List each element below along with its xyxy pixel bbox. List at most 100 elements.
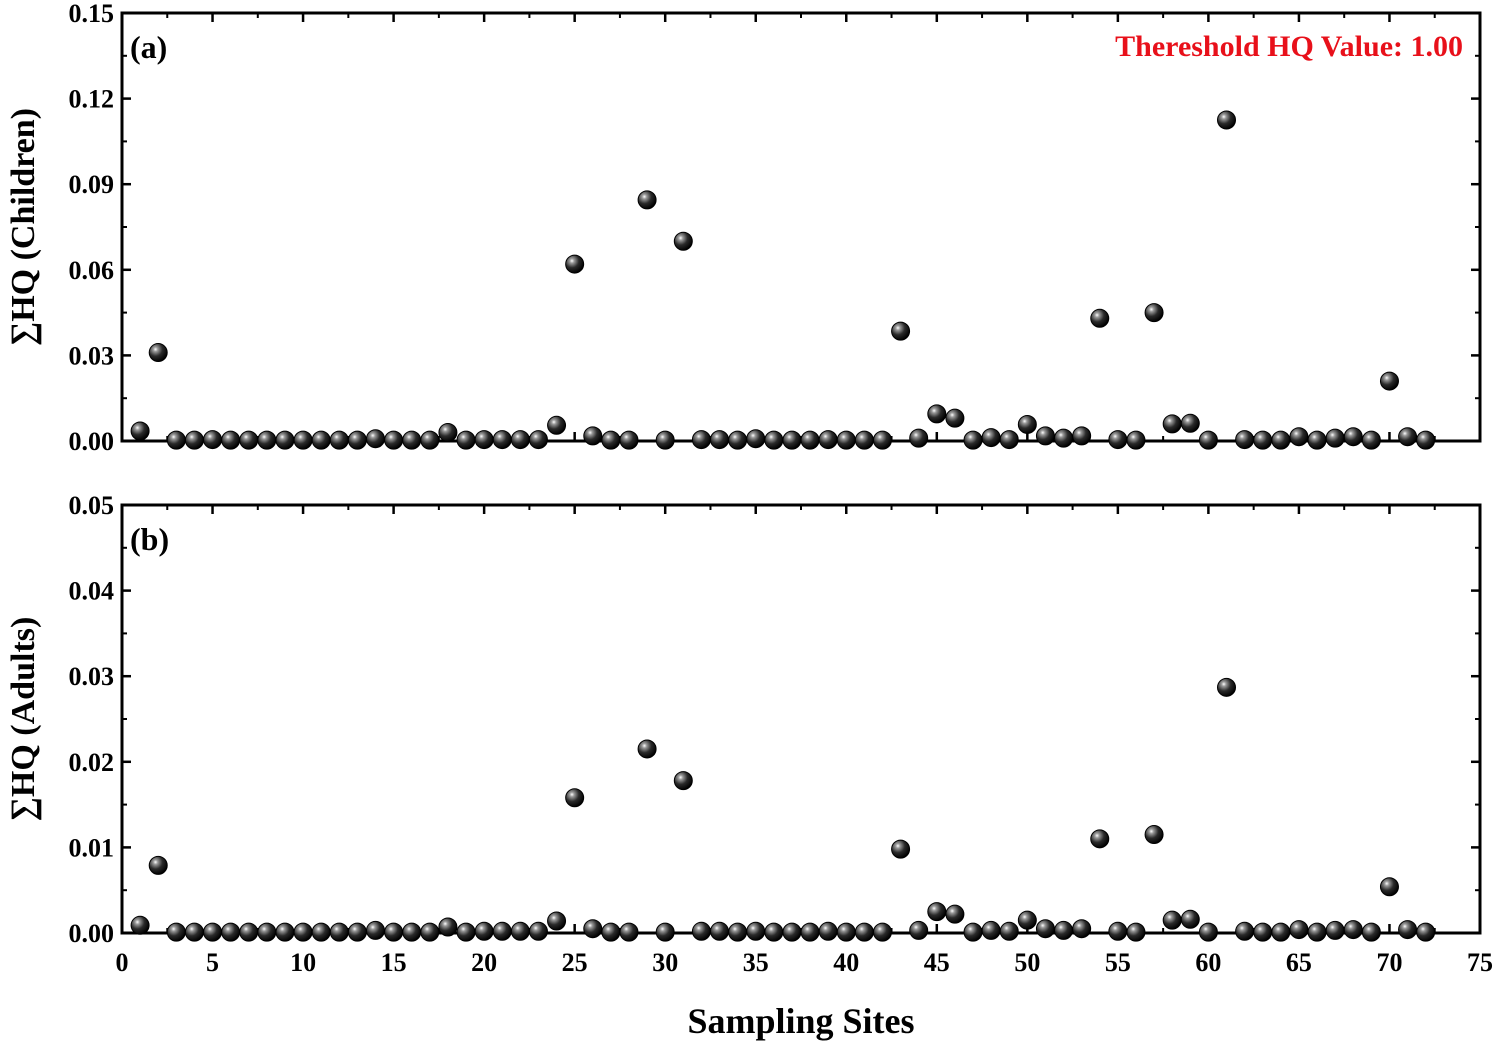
panel-a-point [203, 430, 223, 450]
panel-a-point [456, 430, 476, 450]
panel-b-point [673, 771, 693, 791]
panel-b-y-ticks: 0.00 0.01 0.02 0.03 0.04 0.05 [69, 491, 1480, 948]
panel-a-point [945, 408, 965, 428]
panel-b-point [782, 922, 802, 942]
panel-b-ytick-label: 0.03 [69, 662, 115, 691]
panel-b-point [1162, 910, 1182, 930]
panel-a-point [1180, 413, 1200, 433]
panel-b-point [438, 917, 458, 937]
panel-b-point [583, 919, 603, 939]
xtick-label: 70 [1376, 948, 1402, 977]
panel-a-point [746, 429, 766, 449]
xtick-label: 65 [1286, 948, 1312, 977]
panel-b-frame [120, 503, 1482, 935]
panel-a-point [275, 430, 295, 450]
xtick-label: 30 [652, 948, 678, 977]
panel-a-point [1108, 430, 1128, 450]
panel-a-point [1054, 428, 1074, 448]
panel-a-point [583, 426, 603, 446]
panel-b-adults: 0.00 0.01 0.02 0.03 0.04 0.05 0 5 10 15 20 25 30 35 4… [5, 491, 1493, 1041]
xtick-label: 0 [116, 948, 129, 977]
panel-a-point [963, 430, 983, 450]
panel-a-children: 0.00 0.03 0.06 0.09 0.12 0.15 (a) Thereshold … [5, 0, 1482, 456]
panel-a-label: (a) [130, 29, 167, 65]
xtick-label: 60 [1195, 948, 1221, 977]
panel-b-point [1126, 922, 1146, 942]
panel-a-point [1379, 371, 1399, 391]
panel-a-point [384, 430, 404, 450]
panel-b-point [800, 922, 820, 942]
panel-a-point [1343, 427, 1363, 447]
panel-b-point [1379, 877, 1399, 897]
panel-a-point [1416, 430, 1436, 450]
panel-a-point [1289, 427, 1309, 447]
panel-a-point [981, 428, 1001, 448]
panel-a-point [438, 422, 458, 442]
panel-a-point [1325, 428, 1345, 448]
panel-b-point [347, 922, 367, 942]
xtick-label: 10 [290, 948, 316, 977]
panel-a-point [782, 430, 802, 450]
panel-b-label: (b) [130, 521, 169, 557]
xtick-label: 50 [1014, 948, 1040, 977]
panel-a-point [329, 430, 349, 450]
xtick-label: 45 [924, 948, 950, 977]
panel-b-point [836, 922, 856, 942]
panel-a-x-ticks [120, 13, 1482, 441]
panel-b-x-ticks: 0 5 10 15 20 25 30 35 40 45 50 55 60 65 70 75 [116, 505, 1493, 977]
panel-b-point [1198, 922, 1218, 942]
panel-b-point [130, 915, 150, 935]
panel-a-point [872, 430, 892, 450]
panel-b-point [872, 922, 892, 942]
panel-a-ytick-label: 0.00 [69, 427, 115, 456]
panel-a-point [1235, 430, 1255, 450]
panel-a-ytick-label: 0.15 [69, 0, 115, 28]
panel-a-point [836, 430, 856, 450]
panel-b-point [981, 920, 1001, 940]
panel-b-ytick-label: 0.00 [69, 919, 115, 948]
panel-a-point [854, 430, 874, 450]
panel-a-y-ticks: 0.00 0.03 0.06 0.09 0.12 0.15 [69, 0, 1480, 456]
panel-b-point [166, 922, 186, 942]
panel-b-point [1035, 919, 1055, 939]
panel-a-point [1017, 414, 1037, 434]
panel-a-point [528, 430, 548, 450]
panel-a-point [565, 254, 585, 274]
panel-b-point [637, 739, 657, 759]
panel-b-point [1090, 829, 1110, 849]
panel-b-point [746, 921, 766, 941]
panel-a-point [130, 421, 150, 441]
panel-b-point [456, 922, 476, 942]
panel-a-point [691, 430, 711, 450]
panel-a-point [257, 430, 277, 450]
panel-a-point [1361, 430, 1381, 450]
panel-a-point [148, 343, 168, 363]
panel-b-point [691, 921, 711, 941]
panel-a-frame [120, 11, 1482, 443]
panel-a-ytick-label: 0.06 [69, 256, 115, 285]
panel-a-point [1126, 430, 1146, 450]
panel-b-point [275, 922, 295, 942]
panel-b-point [1416, 922, 1436, 942]
panel-a-points [130, 110, 1436, 450]
panel-a-point [1217, 110, 1237, 130]
panel-b-point [1054, 920, 1074, 940]
panel-b-ylabel: ∑HQ (Adults) [5, 617, 42, 822]
panel-a-point [1035, 426, 1055, 446]
panel-a-ylabel: ∑HQ (Children) [5, 108, 42, 346]
panel-a-point [818, 430, 838, 450]
panel-b-point [474, 921, 494, 941]
panel-a-point [184, 430, 204, 450]
panel-b-point [1017, 910, 1037, 930]
panel-b-point [891, 839, 911, 859]
panel-a-point [402, 430, 422, 450]
panel-b-point [510, 921, 530, 941]
panel-b-point [1217, 677, 1237, 697]
panel-b-point [1108, 921, 1128, 941]
panel-a-ytick-label: 0.12 [69, 85, 115, 114]
panel-b-point [1235, 921, 1255, 941]
panel-a-point [492, 430, 512, 450]
panel-a-point [1198, 430, 1218, 450]
panel-b-point [221, 922, 241, 942]
